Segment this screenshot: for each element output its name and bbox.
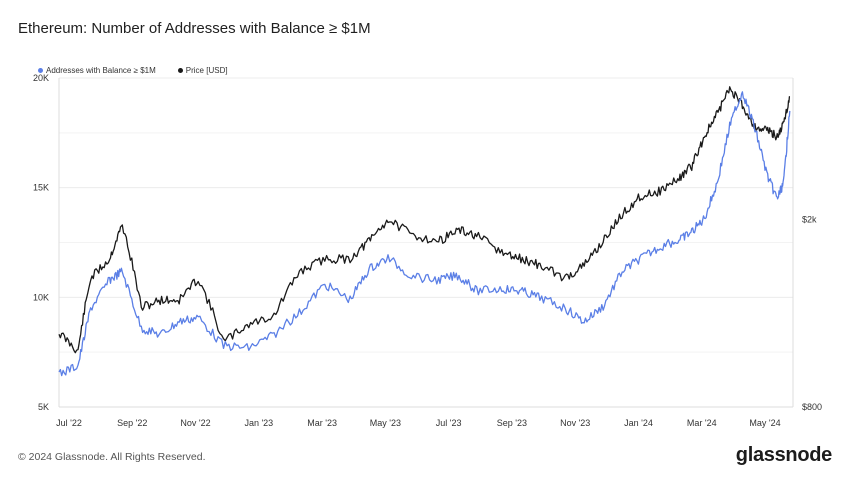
series-line-price[interactable] — [58, 86, 791, 354]
legend-item-addresses[interactable]: Addresses with Balance ≥ $1M — [38, 66, 156, 75]
x-tick-1: Sep '22 — [117, 418, 147, 428]
legend-label-addresses: Addresses with Balance ≥ $1M — [46, 66, 156, 75]
x-tick-7: Sep '23 — [497, 418, 527, 428]
legend: Addresses with Balance ≥ $1M Price [USD] — [38, 66, 228, 75]
x-tick-8: Nov '23 — [560, 418, 590, 428]
chart-title: Ethereum: Number of Addresses with Balan… — [18, 20, 371, 37]
y-tick-right-0: $800 — [802, 402, 822, 412]
y-tick-left-2: 15K — [33, 183, 49, 193]
y-tick-left-0: 5K — [38, 402, 49, 412]
y-tick-left-3: 20K — [33, 73, 49, 83]
x-tick-9: Jan '24 — [624, 418, 653, 428]
x-tick-10: Mar '24 — [687, 418, 717, 428]
legend-dot-addresses — [38, 68, 43, 73]
x-tick-6: Jul '23 — [436, 418, 462, 428]
legend-label-price: Price [USD] — [185, 66, 228, 75]
y-tick-left-1: 10K — [33, 292, 49, 302]
x-tick-4: Mar '23 — [307, 418, 337, 428]
x-tick-3: Jan '23 — [244, 418, 273, 428]
y-tick-right-1: $2k — [802, 215, 817, 225]
x-tick-5: May '23 — [370, 418, 401, 428]
x-tick-0: Jul '22 — [56, 418, 82, 428]
legend-item-price[interactable]: Price [USD] — [177, 66, 228, 75]
x-tick-11: May '24 — [749, 418, 780, 428]
series-line-addresses[interactable] — [58, 91, 791, 377]
x-tick-2: Nov '22 — [180, 418, 210, 428]
legend-dot-price — [177, 68, 183, 73]
glassnode-logo: glassnode — [735, 444, 833, 466]
copyright-footer: © 2024 Glassnode. All Rights Reserved. — [18, 451, 206, 463]
